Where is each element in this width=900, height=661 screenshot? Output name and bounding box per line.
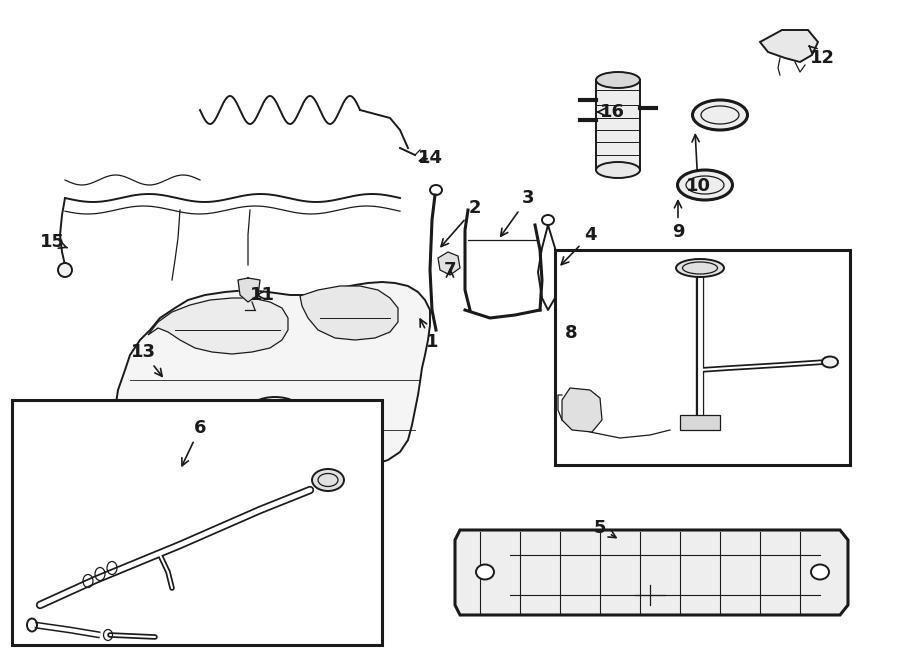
Text: 6: 6 xyxy=(182,419,206,466)
Text: 8: 8 xyxy=(565,324,578,342)
Text: 15: 15 xyxy=(40,233,68,251)
Ellipse shape xyxy=(312,469,344,491)
Ellipse shape xyxy=(596,162,640,178)
Ellipse shape xyxy=(476,564,494,580)
Text: 2: 2 xyxy=(441,199,482,247)
Bar xyxy=(680,415,720,430)
Text: 3: 3 xyxy=(500,189,535,236)
Polygon shape xyxy=(562,388,602,432)
Ellipse shape xyxy=(692,100,748,130)
Text: 14: 14 xyxy=(418,149,443,167)
Text: 16: 16 xyxy=(597,103,625,121)
Text: 10: 10 xyxy=(686,135,710,195)
Polygon shape xyxy=(238,278,260,302)
Polygon shape xyxy=(760,30,818,62)
Text: 11: 11 xyxy=(249,286,274,304)
Text: 1: 1 xyxy=(420,319,438,351)
Polygon shape xyxy=(148,298,288,354)
Ellipse shape xyxy=(248,397,302,427)
Ellipse shape xyxy=(678,170,733,200)
Ellipse shape xyxy=(676,259,724,277)
Text: 5: 5 xyxy=(594,519,616,537)
Text: 12: 12 xyxy=(809,46,834,67)
Polygon shape xyxy=(105,282,430,468)
Polygon shape xyxy=(300,286,398,340)
Bar xyxy=(596,80,640,170)
Ellipse shape xyxy=(58,263,72,277)
Text: 13: 13 xyxy=(130,343,162,376)
Polygon shape xyxy=(438,252,460,275)
Ellipse shape xyxy=(822,356,838,368)
Text: 4: 4 xyxy=(562,226,596,264)
Ellipse shape xyxy=(596,72,640,88)
Bar xyxy=(12,400,382,645)
Text: 7: 7 xyxy=(444,261,456,279)
Bar xyxy=(555,250,850,465)
Ellipse shape xyxy=(811,564,829,580)
Text: 9: 9 xyxy=(671,201,684,241)
Polygon shape xyxy=(455,530,848,615)
